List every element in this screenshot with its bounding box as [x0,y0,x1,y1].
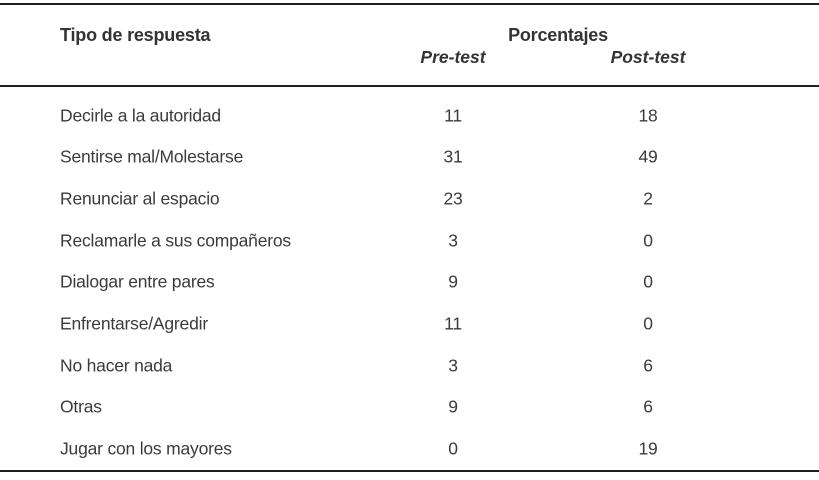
pre-test-value-cell: 3 [448,355,458,376]
post-test-value-cell: 2 [643,188,653,209]
response-type-cell: Otras [60,396,102,417]
table-row: Sentirse mal/Molestarse 31 49 [0,137,819,179]
column-header-pre-test: Pre-test [420,47,486,67]
response-type-cell: Reclamarle a sus compañeros [60,230,291,251]
post-test-value-cell: 18 [638,105,658,126]
response-type-cell: Dialogar entre pares [60,271,215,292]
table-row: Reclamarle a sus compañeros 3 0 [0,220,819,262]
response-type-cell: Renunciar al espacio [60,188,220,209]
pre-test-value-cell: 11 [444,313,462,334]
pre-test-value-cell: 9 [448,271,458,292]
pre-test-value-cell: 11 [444,105,462,126]
pre-test-value-cell: 23 [443,188,463,209]
table-row: Decirle a la autoridad 11 18 [0,95,819,137]
column-header-post-test: Post-test [610,47,686,67]
response-type-cell: Enfrentarse/Agredir [60,313,208,334]
post-test-value-cell: 49 [638,146,658,167]
column-header-tipo-de-respuesta: Tipo de respuesta [60,25,211,45]
post-test-value-cell: 0 [643,271,653,292]
table-row: Dialogar entre pares 9 0 [0,262,819,304]
post-test-value-cell: 19 [638,438,658,459]
post-test-value-cell: 0 [643,230,653,251]
table-row: Enfrentarse/Agredir 11 0 [0,303,819,345]
post-test-value-cell: 6 [643,355,653,376]
response-type-cell: Decirle a la autoridad [60,105,221,126]
response-type-cell: Sentirse mal/Molestarse [60,146,244,167]
table-row: Otras 9 6 [0,387,819,429]
pre-test-value-cell: 3 [448,230,458,251]
pre-test-value-cell: 0 [448,438,458,459]
post-test-value-cell: 0 [643,313,653,334]
table-row: No hacer nada 3 6 [0,345,819,387]
pre-test-value-cell: 31 [443,146,463,167]
bottom-rule [0,470,819,472]
table-row: Renunciar al espacio 23 2 [0,178,819,220]
header-divider-rule [0,85,819,87]
response-type-cell: Jugar con los mayores [60,438,232,459]
column-group-header-porcentajes: Porcentajes [508,25,608,45]
pre-test-value-cell: 9 [448,396,458,417]
response-type-cell: No hacer nada [60,355,173,376]
post-test-value-cell: 6 [643,396,653,417]
table-row: Jugar con los mayores 0 19 [0,428,819,470]
table-body: Decirle a la autoridad 11 18 Sentirse ma… [0,95,819,470]
top-rule [0,3,819,5]
